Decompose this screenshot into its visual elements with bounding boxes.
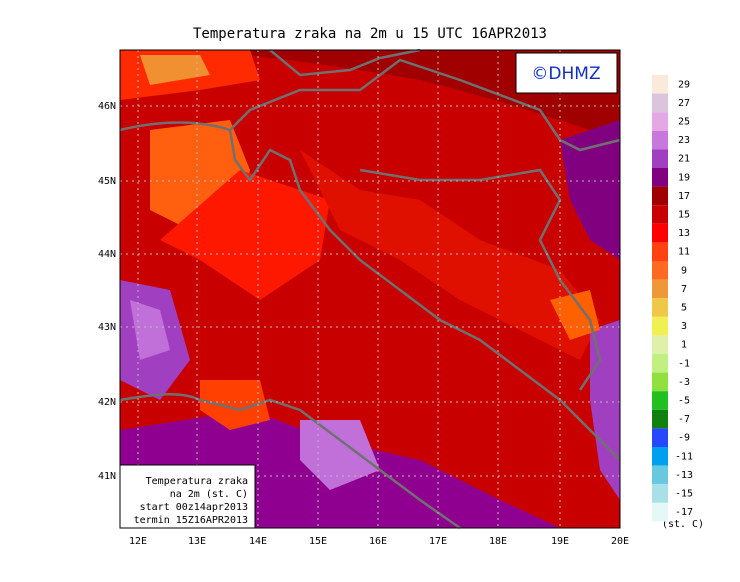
legend-swatch (652, 261, 668, 280)
legend-swatch (652, 223, 668, 243)
legend-label: -9 (678, 433, 690, 444)
legend-label: -11 (675, 451, 693, 462)
longitude-label: 15E (309, 536, 327, 547)
longitude-label: 18E (489, 536, 507, 547)
title: Temperatura zraka na 2m u 15 UTC 16APR20… (193, 26, 547, 42)
latitude-label: 46N (98, 101, 116, 112)
legend-swatch (652, 447, 668, 466)
legend-label: 9 (681, 265, 687, 276)
legend-label: -13 (675, 470, 693, 481)
latitude-label: 43N (98, 322, 116, 333)
legend-label: -3 (678, 377, 690, 388)
legend-swatch (652, 335, 668, 354)
legend-label: -5 (678, 396, 690, 407)
legend-label: 15 (678, 210, 690, 221)
info-line: na 2m (st. C) (170, 489, 248, 500)
legend-label: 27 (678, 98, 690, 109)
latitude-label: 45N (98, 176, 116, 187)
legend-swatch (652, 279, 668, 299)
copyright: ©DHMZ (531, 64, 600, 84)
info-line: start 00z14apr2013 (140, 502, 248, 513)
legend-swatch (652, 93, 668, 113)
longitude-label: 14E (249, 536, 267, 547)
longitude-label: 12E (129, 536, 147, 547)
latitude-label: 41N (98, 471, 116, 482)
logo-box (515, 52, 618, 94)
coastlines (119, 48, 621, 530)
legend-label: 29 (678, 79, 690, 90)
legend-swatch (652, 186, 668, 206)
legend-label: -7 (678, 414, 690, 425)
legend-swatch (652, 428, 668, 447)
legend-swatch (652, 391, 668, 410)
legend-swatch (652, 465, 668, 485)
legend-label: 3 (681, 321, 687, 332)
longitude-label: 19E (551, 536, 569, 547)
info-line: termin 15Z16APR2013 (134, 515, 248, 526)
legend-swatch (652, 484, 668, 503)
latitude-label: 44N (98, 249, 116, 260)
longitude-label: 16E (369, 536, 387, 547)
legend-swatch (652, 149, 668, 168)
legend-label: 21 (678, 154, 690, 165)
legend-label: 1 (681, 340, 687, 351)
legend-unit: (st. C) (662, 519, 704, 530)
legend-label: 23 (678, 135, 690, 146)
longitude-label: 13E (188, 536, 206, 547)
legend-label: -15 (675, 489, 693, 500)
legend-label: 19 (678, 172, 690, 183)
legend-label: 17 (678, 191, 690, 202)
longitude-label: 20E (611, 536, 629, 547)
legend-swatch (652, 354, 668, 373)
info-box (119, 464, 256, 529)
legend-label: -17 (675, 507, 693, 518)
legend-label: 11 (678, 247, 690, 258)
map-frame (119, 49, 621, 529)
legend-label: 7 (681, 284, 687, 295)
legend-label: 25 (678, 117, 690, 128)
legend-swatch (652, 242, 668, 261)
legend-label: -1 (678, 358, 690, 369)
info-line: Temperatura zraka (146, 476, 248, 487)
legend-swatch (652, 502, 668, 522)
legend-label: 13 (678, 228, 690, 239)
legend-swatch (652, 316, 668, 336)
latitude-label: 42N (98, 397, 116, 408)
legend-swatch (652, 168, 668, 187)
legend-swatch (652, 409, 668, 429)
legend-swatch (652, 112, 668, 131)
field (120, 50, 620, 528)
legend-swatch (652, 75, 668, 94)
longitude-label: 17E (429, 536, 447, 547)
legend-swatch (652, 205, 668, 224)
legend-label: 5 (681, 303, 687, 314)
legend-swatch (652, 298, 668, 317)
legend-swatch (652, 372, 668, 392)
legend-swatch (652, 130, 668, 150)
